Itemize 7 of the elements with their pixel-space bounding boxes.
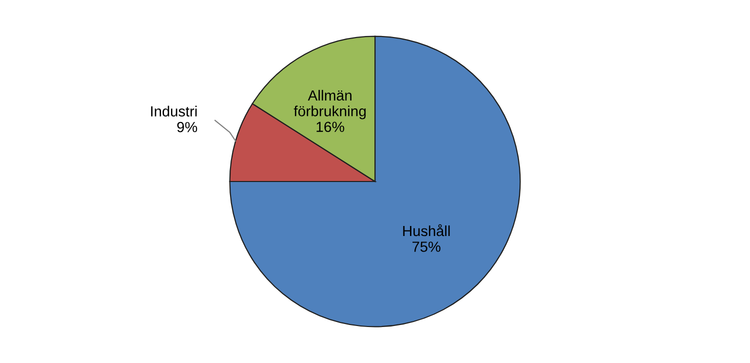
slice-label: Allmän förbrukning — [294, 90, 366, 120]
slice-label: Hushåll — [403, 224, 450, 236]
data-label: 9% — [177, 122, 198, 132]
slice-label: Industri — [151, 106, 197, 117]
data-label: 16% — [316, 122, 344, 132]
data-label: 75% — [412, 242, 440, 252]
pie-slice — [229, 36, 521, 328]
